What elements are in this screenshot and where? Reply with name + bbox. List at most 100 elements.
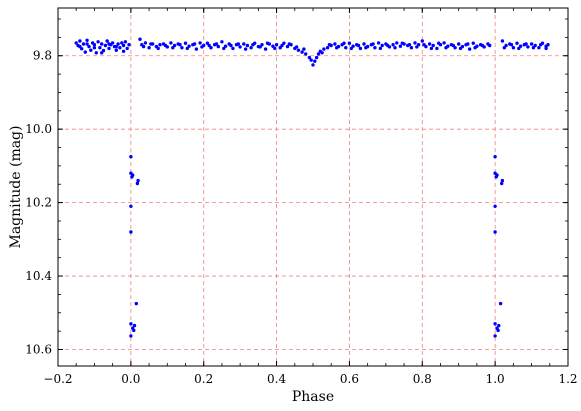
data-point <box>263 47 268 51</box>
data-point <box>135 181 140 186</box>
data-point <box>273 46 277 51</box>
data-point <box>222 46 226 51</box>
data-point <box>81 42 86 46</box>
data-point <box>132 328 136 333</box>
data-point <box>322 47 326 51</box>
data-point <box>395 41 399 45</box>
data-point <box>114 44 119 49</box>
data-point <box>398 44 403 48</box>
data-point <box>500 181 504 186</box>
data-point <box>458 46 463 51</box>
data-point <box>85 38 89 42</box>
data-point <box>271 44 275 48</box>
x-tick-label: 1.0 <box>486 372 505 386</box>
data-point <box>236 42 240 46</box>
data-point <box>386 43 390 48</box>
data-point <box>371 42 375 46</box>
x-tick-label: 0.8 <box>413 372 432 386</box>
data-point <box>107 46 111 51</box>
data-point <box>156 46 160 51</box>
x-tick-label: 1.2 <box>558 372 577 386</box>
data-point <box>200 45 204 49</box>
data-point <box>335 46 339 50</box>
data-point <box>364 46 368 50</box>
data-point <box>493 322 497 326</box>
data-point <box>344 46 348 50</box>
data-point <box>83 50 88 54</box>
data-point <box>296 48 301 52</box>
data-point <box>356 43 361 48</box>
data-point <box>311 63 315 67</box>
data-point <box>307 55 312 60</box>
data-point <box>120 41 124 45</box>
data-point <box>444 46 448 50</box>
data-point <box>347 41 352 45</box>
data-point <box>92 46 97 50</box>
data-point <box>78 44 82 49</box>
data-point <box>373 46 377 50</box>
data-point <box>131 173 135 177</box>
data-point <box>437 41 441 45</box>
data-point <box>429 46 434 51</box>
data-point <box>393 46 397 50</box>
data-point <box>123 40 128 44</box>
data-point <box>171 46 175 50</box>
data-point <box>466 42 470 46</box>
data-point <box>87 44 91 49</box>
data-point <box>103 43 108 48</box>
data-point <box>220 40 224 44</box>
data-point <box>242 42 246 46</box>
data-point <box>132 323 137 328</box>
data-point <box>325 46 330 50</box>
data-point <box>141 44 146 49</box>
data-point <box>238 45 242 49</box>
y-tick-label: 10.0 <box>25 122 52 136</box>
data-point <box>74 41 78 45</box>
x-tick-label: 0.4 <box>267 372 286 386</box>
data-point <box>511 46 516 50</box>
data-point <box>229 43 233 48</box>
data-point <box>89 48 93 52</box>
data-point <box>517 46 521 51</box>
data-point <box>378 46 383 51</box>
data-point <box>194 47 199 51</box>
data-point <box>136 178 140 183</box>
data-point <box>185 46 189 51</box>
data-point <box>427 42 432 46</box>
data-point <box>280 43 284 48</box>
data-point <box>183 41 188 45</box>
data-point <box>285 44 290 49</box>
data-point <box>415 45 419 49</box>
data-point <box>147 46 151 50</box>
data-point <box>129 334 133 338</box>
data-point <box>358 46 363 51</box>
data-point <box>249 46 253 50</box>
y-axis-label: Magnitude (mag) <box>8 126 24 249</box>
data-point <box>333 42 337 46</box>
y-tick-labels: 9.8 10.0 10.2 10.4 10.6 <box>25 49 52 357</box>
data-point <box>300 50 304 54</box>
x-tick-labels: −0.2 0.0 0.2 0.4 0.6 0.8 1.0 1.2 <box>43 372 577 386</box>
data-point <box>526 45 530 49</box>
data-point <box>92 43 97 47</box>
data-point <box>496 328 500 333</box>
data-point <box>178 43 182 47</box>
data-point <box>100 51 104 55</box>
data-point <box>313 59 317 63</box>
data-point <box>314 55 319 60</box>
data-point <box>282 41 286 45</box>
grid-layer <box>58 8 568 366</box>
data-point <box>138 37 142 41</box>
data-point <box>143 41 148 45</box>
data-point <box>524 42 528 46</box>
data-point <box>480 43 485 48</box>
data-point <box>245 43 250 48</box>
x-tick-label: 0.2 <box>194 372 213 386</box>
data-point <box>304 52 308 56</box>
data-point <box>207 43 211 48</box>
data-point <box>121 43 126 48</box>
data-point <box>294 45 299 49</box>
data-point <box>493 334 497 338</box>
data-point <box>515 41 519 45</box>
